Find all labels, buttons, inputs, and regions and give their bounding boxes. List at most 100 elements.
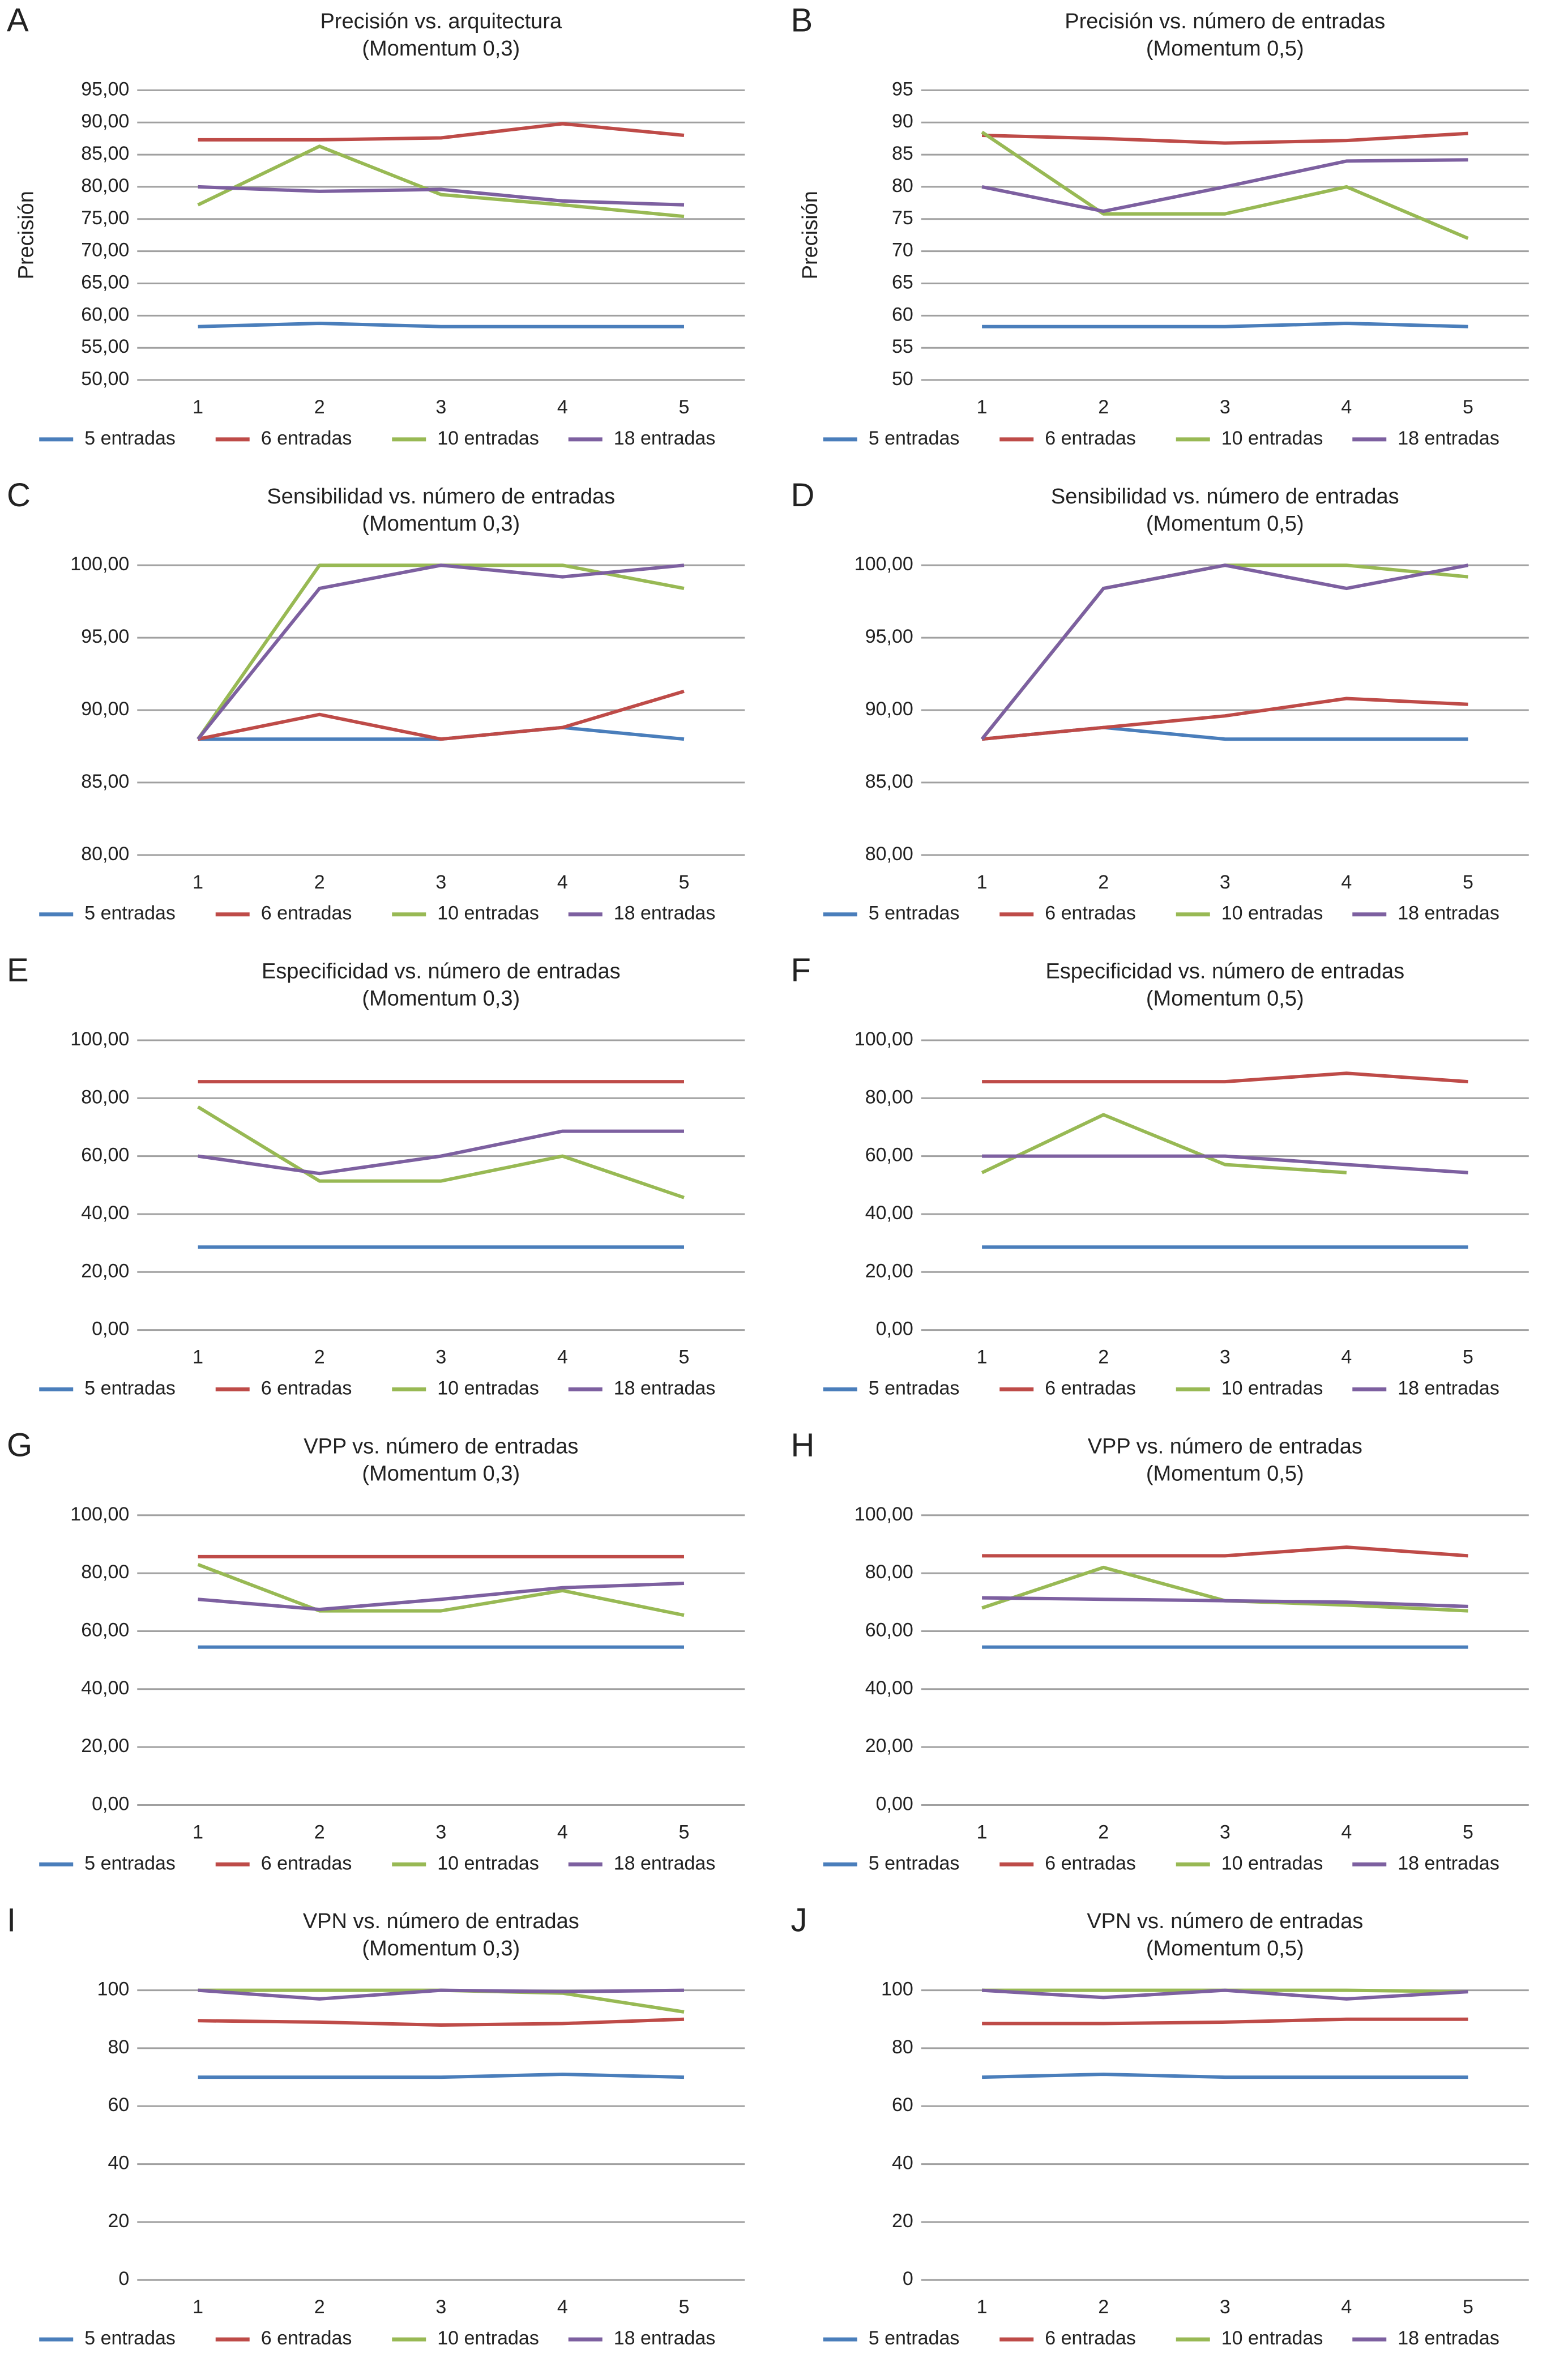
chart-subtitle: (Momentum 0,3) [362, 1462, 520, 1485]
series-line [980, 563, 1468, 741]
x-tick-label: 1 [193, 1347, 203, 1368]
x-tick-label: 1 [977, 2296, 988, 2318]
x-tick-label: 4 [557, 1347, 568, 1368]
panel-label: F [791, 952, 811, 989]
chart-title: VPP vs. número de entradas [1088, 1434, 1362, 1458]
y-axis-label: Precisión [798, 191, 822, 279]
y-tick-label: 55,00 [81, 336, 129, 357]
legend-label: 5 entradas [84, 428, 176, 449]
legend-label: 18 entradas [614, 903, 716, 924]
chart-subtitle: (Momentum 0,5) [1146, 37, 1304, 61]
y-tick-label: 95,00 [81, 78, 129, 100]
legend-label: 6 entradas [261, 1852, 352, 1874]
y-tick-label: 100 [881, 1979, 913, 2000]
legend-label: 5 entradas [869, 428, 960, 449]
chart-subtitle: (Momentum 0,5) [1146, 987, 1304, 1011]
y-tick-label: 20,00 [865, 1735, 913, 1757]
legend-label: 5 entradas [869, 2327, 960, 2349]
legend-label: 10 entradas [437, 1852, 539, 1874]
series-line [198, 122, 685, 142]
x-tick-label: 5 [679, 1821, 690, 1843]
y-tick-label: 90,00 [81, 110, 129, 132]
y-tick-label: 100,00 [855, 1028, 913, 1050]
y-tick-label: 0,00 [92, 1318, 129, 1340]
legend-label: 18 entradas [614, 2327, 716, 2349]
series-line [197, 144, 685, 219]
y-tick-label: 80,00 [81, 1561, 129, 1583]
series-line [198, 1988, 685, 2014]
series-line [982, 1596, 1468, 1608]
y-tick-label: 40,00 [865, 1202, 913, 1224]
series-line [981, 1113, 1347, 1174]
legend-label: 10 entradas [437, 428, 539, 449]
y-tick-label: 65 [892, 271, 913, 293]
legend-label: 6 entradas [261, 2327, 352, 2349]
chart-title: Sensibilidad vs. número de entradas [267, 485, 615, 509]
chart-subtitle: (Momentum 0,5) [1146, 1462, 1304, 1485]
x-tick-label: 3 [1220, 1821, 1231, 1843]
y-tick-label: 70 [892, 240, 913, 261]
y-tick-label: 20 [108, 2210, 129, 2232]
series-line [197, 1562, 685, 1617]
y-tick-label: 85,00 [81, 771, 129, 792]
y-tick-label: 0,00 [876, 1793, 913, 1814]
y-tick-label: 100,00 [70, 1028, 129, 1050]
series-line [982, 1154, 1468, 1174]
legend-label: 5 entradas [84, 903, 176, 924]
x-tick-label: 3 [435, 396, 446, 418]
series-line [982, 1545, 1468, 1558]
series-line [198, 689, 685, 741]
y-tick-label: 80,00 [865, 1086, 913, 1108]
y-tick-label: 100,00 [70, 553, 129, 575]
x-tick-label: 4 [557, 396, 568, 418]
x-tick-label: 2 [314, 1347, 325, 1368]
chart-panel: D Sensibilidad vs. número de entradas (Mom… [791, 477, 1529, 924]
legend-label: 10 entradas [437, 903, 539, 924]
panel-label: D [791, 477, 815, 514]
legend-label: 5 entradas [869, 903, 960, 924]
legend-label: 6 entradas [261, 903, 352, 924]
legend-label: 5 entradas [84, 1377, 176, 1399]
legend-label: 6 entradas [1045, 1377, 1136, 1399]
chart-subtitle: (Momentum 0,5) [1146, 512, 1304, 536]
series-line [980, 563, 1469, 741]
chart-title: VPP vs. número de entradas [304, 1434, 578, 1458]
y-tick-label: 60 [892, 304, 913, 325]
series-line [198, 322, 684, 328]
y-tick-label: 60 [108, 2094, 129, 2116]
chart-title: Especificidad vs. número de entradas [1045, 960, 1404, 984]
x-tick-label: 5 [679, 2296, 690, 2318]
x-tick-label: 1 [193, 396, 203, 418]
series-line [981, 697, 1468, 741]
legend-label: 10 entradas [1221, 1377, 1323, 1399]
y-tick-label: 95,00 [865, 626, 913, 647]
x-tick-label: 3 [1220, 872, 1231, 893]
y-tick-label: 60 [892, 2094, 913, 2116]
legend-label: 18 entradas [1398, 1852, 1499, 1874]
x-tick-label: 1 [977, 396, 988, 418]
x-tick-label: 4 [1341, 2296, 1352, 2318]
legend-label: 10 entradas [1221, 1852, 1323, 1874]
x-tick-label: 5 [679, 396, 690, 418]
y-tick-label: 40 [892, 2152, 913, 2174]
x-tick-label: 5 [1463, 1821, 1473, 1843]
legend-label: 5 entradas [84, 2327, 176, 2349]
panel-label: H [791, 1427, 815, 1464]
y-tick-label: 0 [118, 2268, 129, 2289]
panel-label: A [7, 2, 29, 39]
y-axis-label: Precisión [14, 191, 38, 279]
chart-title: VPN vs. número de entradas [1087, 1910, 1363, 1933]
y-tick-label: 40,00 [865, 1677, 913, 1699]
y-tick-label: 75 [892, 207, 913, 229]
y-tick-label: 20,00 [865, 1260, 913, 1282]
y-tick-label: 75,00 [81, 207, 129, 229]
series-line [198, 1129, 684, 1176]
y-tick-label: 80,00 [81, 843, 129, 865]
series-line [197, 1105, 685, 1199]
legend-label: 6 entradas [1045, 1852, 1136, 1874]
y-tick-label: 70,00 [81, 240, 129, 261]
y-tick-label: 85,00 [865, 771, 913, 792]
legend-label: 18 entradas [1398, 1377, 1499, 1399]
chart-panel: C Sensibilidad vs. número de entradas (Mom… [7, 477, 745, 924]
